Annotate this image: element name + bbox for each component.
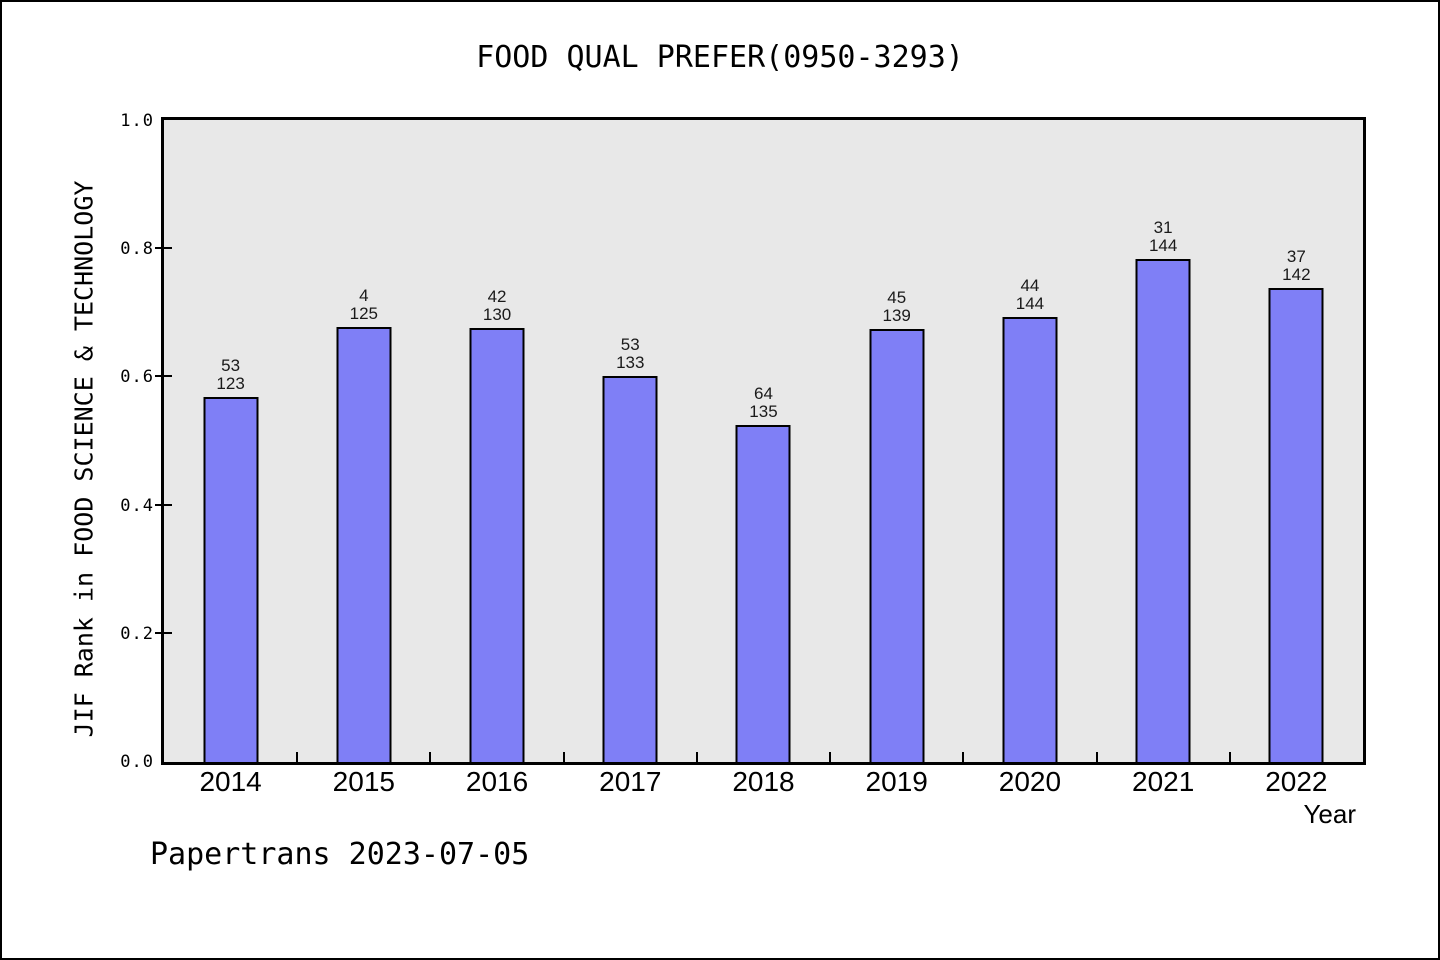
y-tick-label: 1.0: [120, 111, 154, 131]
y-axis-label: JIF Rank in FOOD SCIENCE & TECHNOLOGY: [69, 180, 99, 738]
y-tick-label: 0.2: [120, 623, 154, 644]
plot-area: 53 123 2014 4 125 2015 42 130 2016 53 133 2017 64 135…: [155, 117, 1366, 796]
bar-rank-value: 4: [359, 286, 369, 305]
x-minor-tick: [296, 752, 299, 762]
bar-value-label: 45 139: [883, 289, 911, 325]
x-tick-label: 2021: [1131, 766, 1195, 797]
bar-slot: 64 135 2018: [697, 120, 830, 796]
x-minor-tick: [1095, 752, 1098, 762]
bar: [469, 328, 525, 762]
y-tick-mark: [155, 247, 172, 250]
bar-rank-value: 31: [1153, 218, 1173, 237]
bar-value-label: 4 125: [350, 287, 378, 323]
bar-rank-value: 45: [887, 288, 907, 307]
bar-total-value: 125: [349, 304, 379, 323]
x-minor-tick: [1228, 752, 1231, 762]
bar-slot: 31 144 2021: [1097, 120, 1230, 796]
bar-rank-value: 64: [754, 384, 773, 403]
x-minor-tick: [695, 752, 698, 762]
y-tick-mark: [155, 375, 172, 378]
x-tick-label: 2022: [1265, 766, 1328, 797]
bar-slot: 37 142 2022: [1230, 120, 1363, 796]
y-tick-mark: [155, 503, 172, 506]
bar: [336, 327, 392, 762]
x-tick-label: 2019: [865, 766, 928, 797]
x-minor-tick: [562, 752, 565, 762]
y-tick-mark: [155, 631, 172, 634]
bar-rank-value: 44: [1020, 276, 1040, 295]
y-tick-label: 0.4: [120, 495, 154, 516]
bar-value-label: 31 144: [1149, 219, 1177, 255]
x-tick-label: 2017: [599, 766, 662, 797]
x-minor-tick: [962, 752, 965, 762]
bar: [1002, 317, 1058, 762]
bar-slot: 45 139 2019: [830, 120, 963, 796]
bar-total-value: 130: [482, 305, 512, 324]
bar-rank-value: 42: [487, 287, 507, 306]
bar-total-value: 123: [216, 374, 245, 393]
watermark-text: Papertrans 2023-07-05: [150, 837, 530, 872]
x-tick-label: 2018: [732, 766, 795, 797]
bar-slot: 53 123 2014: [164, 120, 297, 796]
bar-rank-value: 53: [620, 335, 640, 354]
bar: [602, 376, 658, 762]
x-tick-label: 2014: [199, 766, 262, 797]
bar-total-value: 144: [1148, 236, 1178, 255]
y-tick-label: 0.8: [120, 239, 154, 260]
x-axis-label: Year: [1303, 799, 1356, 829]
bar: [1135, 259, 1191, 762]
chart-title: FOOD QUAL PREFER(0950-3293): [476, 40, 964, 75]
bar-total-value: 142: [1282, 265, 1311, 284]
bar: [869, 329, 925, 762]
bar-total-value: 144: [1015, 294, 1045, 313]
x-tick-label: 2020: [998, 766, 1062, 797]
bar-rank-value: 37: [1286, 247, 1306, 266]
bar-total-value: 133: [616, 353, 645, 372]
x-minor-tick: [829, 752, 832, 762]
x-minor-tick: [429, 752, 432, 762]
bar-slot: 4 125 2015: [297, 120, 430, 796]
bar-value-label: 53 123: [216, 357, 244, 393]
bars-container: 53 123 2014 4 125 2015 42 130 2016 53 133 2017 64 135…: [164, 120, 1363, 796]
bar: [1268, 288, 1324, 762]
x-tick-label: 2015: [332, 766, 395, 797]
bar-value-label: 37 142: [1282, 248, 1310, 284]
bar-slot: 42 130 2016: [430, 120, 563, 796]
bar-value-label: 64 135: [749, 385, 777, 421]
bar-total-value: 135: [749, 402, 778, 421]
bar-slot: 44 144 2020: [963, 120, 1096, 796]
y-tick-label: 0.0: [120, 752, 154, 772]
bar-slot: 53 133 2017: [564, 120, 697, 796]
bar: [735, 425, 791, 762]
bar-rank-value: 53: [221, 356, 241, 375]
bar-value-label: 42 130: [483, 288, 511, 324]
bar: [203, 397, 259, 762]
bar-value-label: 44 144: [1016, 277, 1044, 313]
x-tick-label: 2016: [465, 766, 529, 797]
bar-total-value: 139: [882, 306, 911, 325]
y-tick-label: 0.6: [120, 367, 154, 388]
bar-value-label: 53 133: [616, 336, 644, 372]
